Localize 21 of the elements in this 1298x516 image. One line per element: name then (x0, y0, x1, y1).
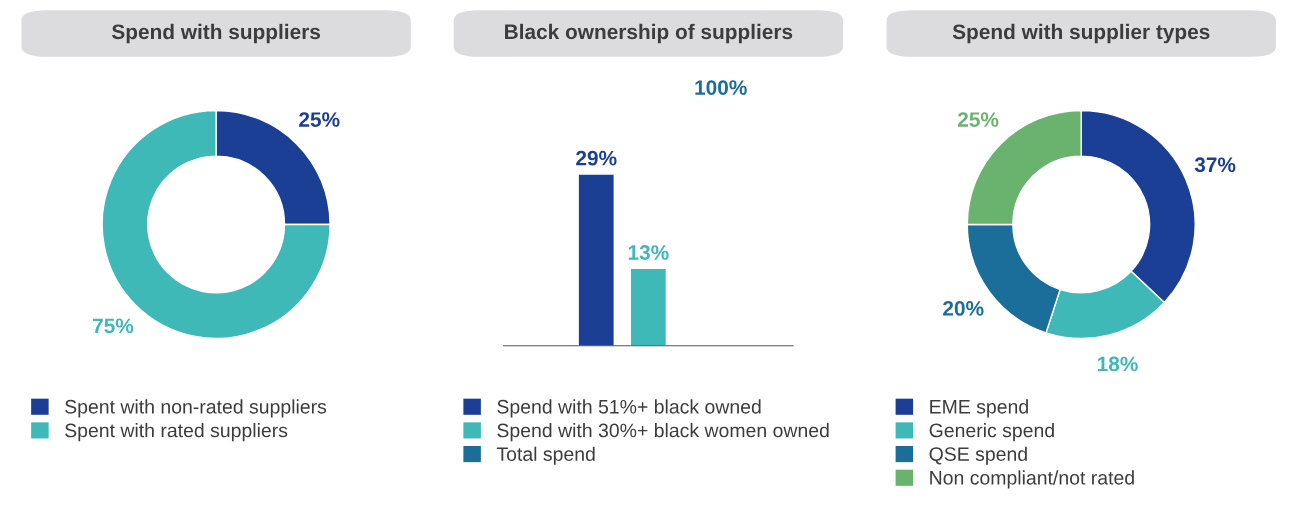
legend-label: Spent with rated suppliers (65, 423, 288, 442)
data-label: 37% (1194, 157, 1236, 173)
legend-label: Generic spend (929, 423, 1054, 442)
data-label: 20% (943, 301, 984, 316)
legend-label: Spend with 51%+ black owned (497, 399, 761, 418)
data-label: 25% (299, 112, 340, 127)
data-label: 13% (628, 245, 669, 260)
data-label: 75% (93, 318, 134, 334)
chart-title: Black ownership of suppliers (505, 23, 793, 44)
legend-label: EME spend (930, 399, 1028, 418)
chart-title: Spend with suppliers (111, 23, 321, 44)
data-label: 25% (957, 112, 999, 127)
data-label: 18% (1097, 356, 1138, 372)
chart-title: Spend with supplier types (952, 23, 1210, 44)
legend-label: Total spend (496, 446, 595, 465)
legend-label: QSE spend (929, 446, 1027, 465)
data-label: 29% (576, 150, 617, 166)
legend-label: Non compliant/not rated (930, 470, 1134, 489)
legend-label: Spend with 30%+ black women owned (497, 423, 829, 442)
legend-label: Spent with non-rated suppliers (65, 399, 327, 418)
text: 100% (695, 80, 747, 95)
